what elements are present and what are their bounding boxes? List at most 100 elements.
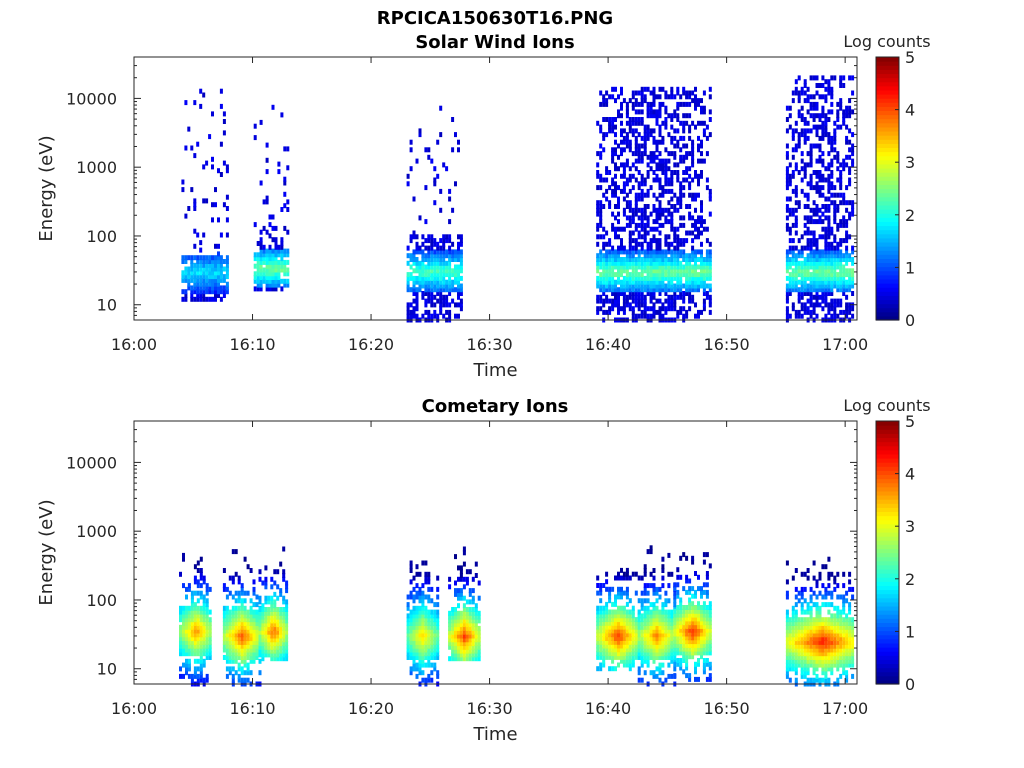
spectrogram-cell: [658, 204, 662, 209]
spectrogram-cell: [418, 128, 422, 134]
spectrogram-cell: [812, 200, 816, 206]
spectrogram-cell: [800, 658, 804, 664]
spectrogram-cell: [791, 147, 795, 153]
spectrogram-cell: [190, 594, 194, 600]
spectrogram-cell: [625, 132, 629, 138]
spectrogram-cell: [839, 257, 843, 262]
spectrogram-cell: [617, 257, 620, 262]
spectrogram-cell: [705, 177, 709, 183]
spectrogram-cell: [806, 617, 810, 623]
spectrogram-cell: [614, 651, 617, 657]
spectrogram-cell: [791, 632, 795, 638]
spectrogram-cell: [640, 658, 644, 664]
spectrogram-cell: [605, 624, 609, 630]
spectrogram-cell: [836, 192, 840, 198]
spectrogram-cell: [830, 230, 834, 236]
spectrogram-cell: [249, 655, 253, 660]
spectrogram-cell: [809, 253, 813, 259]
spectrogram-cell: [788, 617, 792, 623]
spectrogram-cell: [688, 298, 692, 304]
spectrogram-cell: [652, 260, 656, 266]
spectrogram-cell: [258, 648, 262, 654]
spectrogram-cell: [415, 624, 419, 630]
spectrogram-cell: [673, 234, 677, 240]
spectrogram-cell: [605, 196, 609, 202]
spectrogram-cell: [649, 617, 653, 623]
spectrogram-cell: [634, 654, 638, 660]
spectrogram-cell: [697, 608, 700, 614]
spectrogram-cell: [208, 624, 212, 630]
spectrogram-cell: [193, 590, 197, 596]
spectrogram-cell: [471, 625, 475, 631]
spectrogram-cell: [179, 647, 182, 653]
spectrogram-cell: [685, 120, 689, 126]
spectrogram-cell: [625, 120, 629, 126]
spectrogram-cell: [797, 287, 801, 293]
spectrogram-cell: [821, 234, 825, 240]
spectrogram-cell: [424, 594, 428, 600]
spectrogram-cell: [409, 275, 413, 281]
spectrogram-cell: [214, 293, 217, 298]
spectrogram-cell: [448, 614, 452, 620]
spectrogram-cell: [809, 594, 813, 600]
spectrogram-cell: [821, 192, 825, 198]
burst: [181, 88, 229, 302]
spectrogram-cell: [830, 162, 834, 168]
spectrogram-cell: [179, 643, 182, 649]
spectrogram-cell: [622, 624, 626, 630]
spectrogram-cell: [256, 275, 260, 280]
spectrogram-cell: [208, 270, 212, 276]
spectrogram-cell: [243, 670, 247, 676]
spectrogram-cell: [622, 173, 626, 179]
spectrogram-cell: [276, 569, 280, 575]
spectrogram-cell: [667, 260, 671, 266]
spectrogram-cell: [421, 249, 425, 255]
spectrogram-cell: [667, 636, 671, 642]
spectrogram-cell: [697, 313, 700, 319]
spectrogram-cell: [824, 117, 828, 122]
spectrogram-cell: [436, 173, 440, 179]
spectrogram-cell: [682, 669, 686, 675]
spectrogram-cell: [471, 622, 475, 628]
spectrogram-cell: [628, 173, 632, 179]
spectrogram-cell: [700, 151, 703, 157]
spectrogram-cell: [622, 605, 626, 611]
spectrogram-cell: [809, 662, 813, 668]
spectrogram-cell: [634, 128, 638, 134]
spectrogram-cell: [231, 677, 235, 683]
spectrogram-cell: [697, 605, 700, 610]
spectrogram-cell: [658, 132, 662, 138]
spectrogram-cell: [691, 646, 695, 652]
spectrogram-cell: [685, 283, 689, 289]
spectrogram-cell: [406, 602, 410, 608]
spectrogram-cell: [791, 306, 795, 312]
spectrogram-cell: [457, 313, 460, 319]
spectrogram-cell: [409, 594, 413, 600]
spectrogram-cell: [243, 662, 247, 668]
spectrogram-cell: [208, 255, 212, 261]
spectrogram-cell: [637, 264, 641, 270]
spectrogram-cell: [628, 215, 632, 221]
spectrogram-cell: [688, 616, 692, 622]
spectrogram-cell: [809, 283, 813, 289]
spectrogram-cell: [196, 277, 200, 283]
spectrogram-cell: [670, 177, 674, 183]
spectrogram-cell: [273, 580, 277, 586]
spectrogram-cell: [457, 629, 460, 635]
spectrogram-cell: [436, 287, 440, 293]
spectrogram-cell: [436, 639, 440, 645]
spectrogram-cell: [640, 632, 644, 638]
spectrogram-cell: [794, 120, 798, 126]
spectrogram-cell: [679, 154, 683, 160]
spectrogram-cell: [208, 296, 212, 302]
spectrogram-cell: [694, 222, 697, 228]
spectrogram-cell: [848, 287, 852, 293]
spectrogram-cell: [815, 294, 819, 300]
spectrogram-cell: [791, 90, 795, 96]
spectrogram-cell: [219, 88, 223, 94]
spectrogram-cell: [800, 105, 804, 111]
spectrogram-cell: [611, 275, 615, 281]
spectrogram-cell: [803, 272, 807, 278]
spectrogram-cell: [611, 651, 615, 657]
spectrogram-cell: [628, 257, 632, 262]
